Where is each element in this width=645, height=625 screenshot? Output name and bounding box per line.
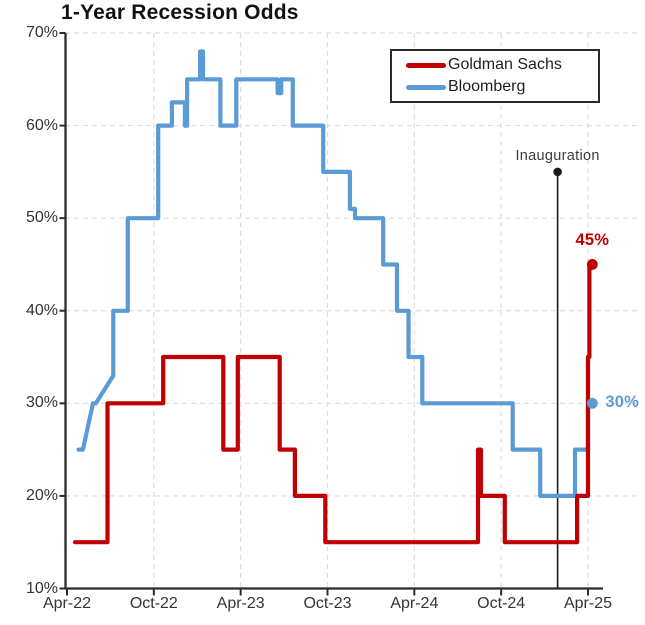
goldman-sachs-end-dot: [586, 259, 598, 270]
bloomberg-end-dot: [586, 397, 598, 409]
goldman-sachs-line: [72, 262, 595, 545]
x-tick-label-apr-22: Apr-22: [42, 595, 92, 612]
bloomberg-line-swatch: [406, 84, 446, 90]
y-tick-label-10: 10%: [25, 579, 58, 597]
bloomberg-line: [76, 49, 595, 498]
x-tick-label-oct-24: Oct-24: [477, 595, 526, 612]
x-tick-label-oct-22: Oct-22: [129, 595, 178, 612]
legend: Goldman Sachs Bloomberg: [390, 49, 600, 103]
legend-label-goldman-sachs: Goldman Sachs: [448, 56, 562, 73]
goldman-end-value-label: 45%: [575, 231, 610, 250]
y-tick-label-70: 70%: [25, 24, 58, 41]
y-tick-label-40: 40%: [25, 301, 58, 319]
y-tick-label-20: 20%: [25, 486, 58, 504]
axes: [64, 33, 603, 590]
x-tick-label-oct-23: Oct-23: [303, 595, 352, 612]
x-tick-label-apr-23: Apr-23: [216, 595, 265, 612]
bloomberg-end-value-label: 30%: [605, 393, 639, 412]
gridlines: [65, 32, 640, 589]
inauguration-annotation-label: Inauguration: [515, 147, 600, 164]
x-tick-label-apr-25: Apr-25: [563, 595, 613, 612]
inauguration-marker: [553, 167, 562, 589]
y-tick-label-30: 30%: [25, 394, 58, 412]
legend-label-bloomberg: Bloomberg: [448, 78, 526, 95]
x-tick-label-apr-24: Apr-24: [390, 595, 439, 612]
y-tick-label-50: 50%: [25, 209, 58, 227]
legend-item-goldman-sachs: Goldman Sachs: [406, 56, 590, 74]
chart-title: 1-Year Recession Odds: [61, 1, 299, 24]
goldman-sachs-line-swatch: [406, 62, 446, 68]
legend-item-bloomberg: Bloomberg: [406, 78, 590, 96]
y-tick-label-60: 60%: [25, 116, 58, 134]
tick-marks: [59, 32, 589, 596]
